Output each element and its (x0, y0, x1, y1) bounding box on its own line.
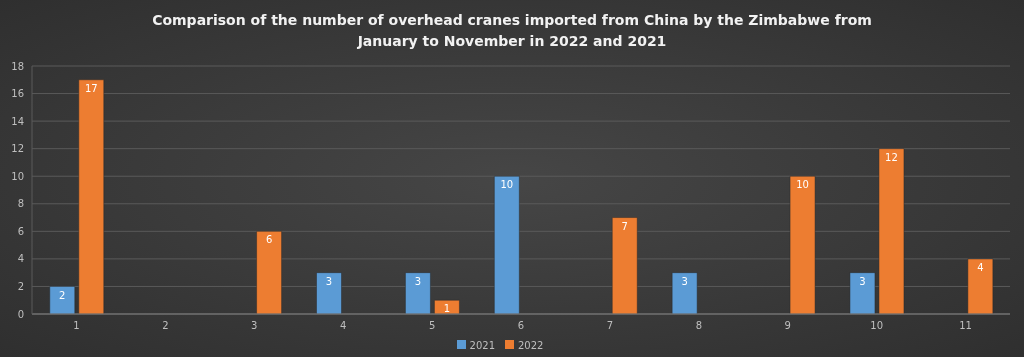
svg-text:16: 16 (11, 88, 24, 99)
svg-text:9: 9 (785, 320, 791, 331)
svg-text:10: 10 (500, 179, 513, 190)
svg-text:7: 7 (607, 320, 613, 331)
svg-text:10: 10 (870, 320, 883, 331)
svg-text:12: 12 (11, 143, 24, 154)
svg-text:0: 0 (18, 309, 24, 320)
svg-text:6: 6 (266, 234, 272, 245)
svg-text:8: 8 (696, 320, 702, 331)
svg-text:10: 10 (796, 179, 809, 190)
svg-text:2: 2 (162, 320, 168, 331)
html-text:2021: 2021 (469, 340, 495, 351)
svg-text:3: 3 (681, 276, 687, 287)
svg-text:11: 11 (959, 320, 972, 331)
svg-text:4: 4 (18, 253, 24, 264)
svg-text:3: 3 (251, 320, 257, 331)
svg-text:1: 1 (444, 303, 450, 314)
svg-text:17: 17 (85, 83, 98, 94)
svg-text:2: 2 (59, 290, 65, 301)
svg-text:6: 6 (18, 226, 24, 237)
svg-text:14: 14 (11, 116, 24, 127)
svg-text:6: 6 (518, 320, 524, 331)
svg-text:2: 2 (18, 281, 24, 292)
svg-text:3: 3 (415, 276, 421, 287)
svg-text:8: 8 (18, 198, 24, 209)
svg-text:18: 18 (11, 61, 24, 72)
svg-text:10: 10 (11, 171, 24, 182)
svg-text:3: 3 (859, 276, 865, 287)
svg-text:1: 1 (73, 320, 79, 331)
svg-text:12: 12 (885, 152, 898, 163)
svg-text:3: 3 (326, 276, 332, 287)
svg-text:5: 5 (429, 320, 435, 331)
svg-text:4: 4 (977, 262, 983, 273)
svg-text:4: 4 (340, 320, 346, 331)
html-text:2022: 2022 (518, 340, 544, 351)
svg-text:7: 7 (622, 221, 628, 232)
html-text:Comparison of the number of ov: Comparison of the number of overhead cra… (152, 12, 872, 49)
